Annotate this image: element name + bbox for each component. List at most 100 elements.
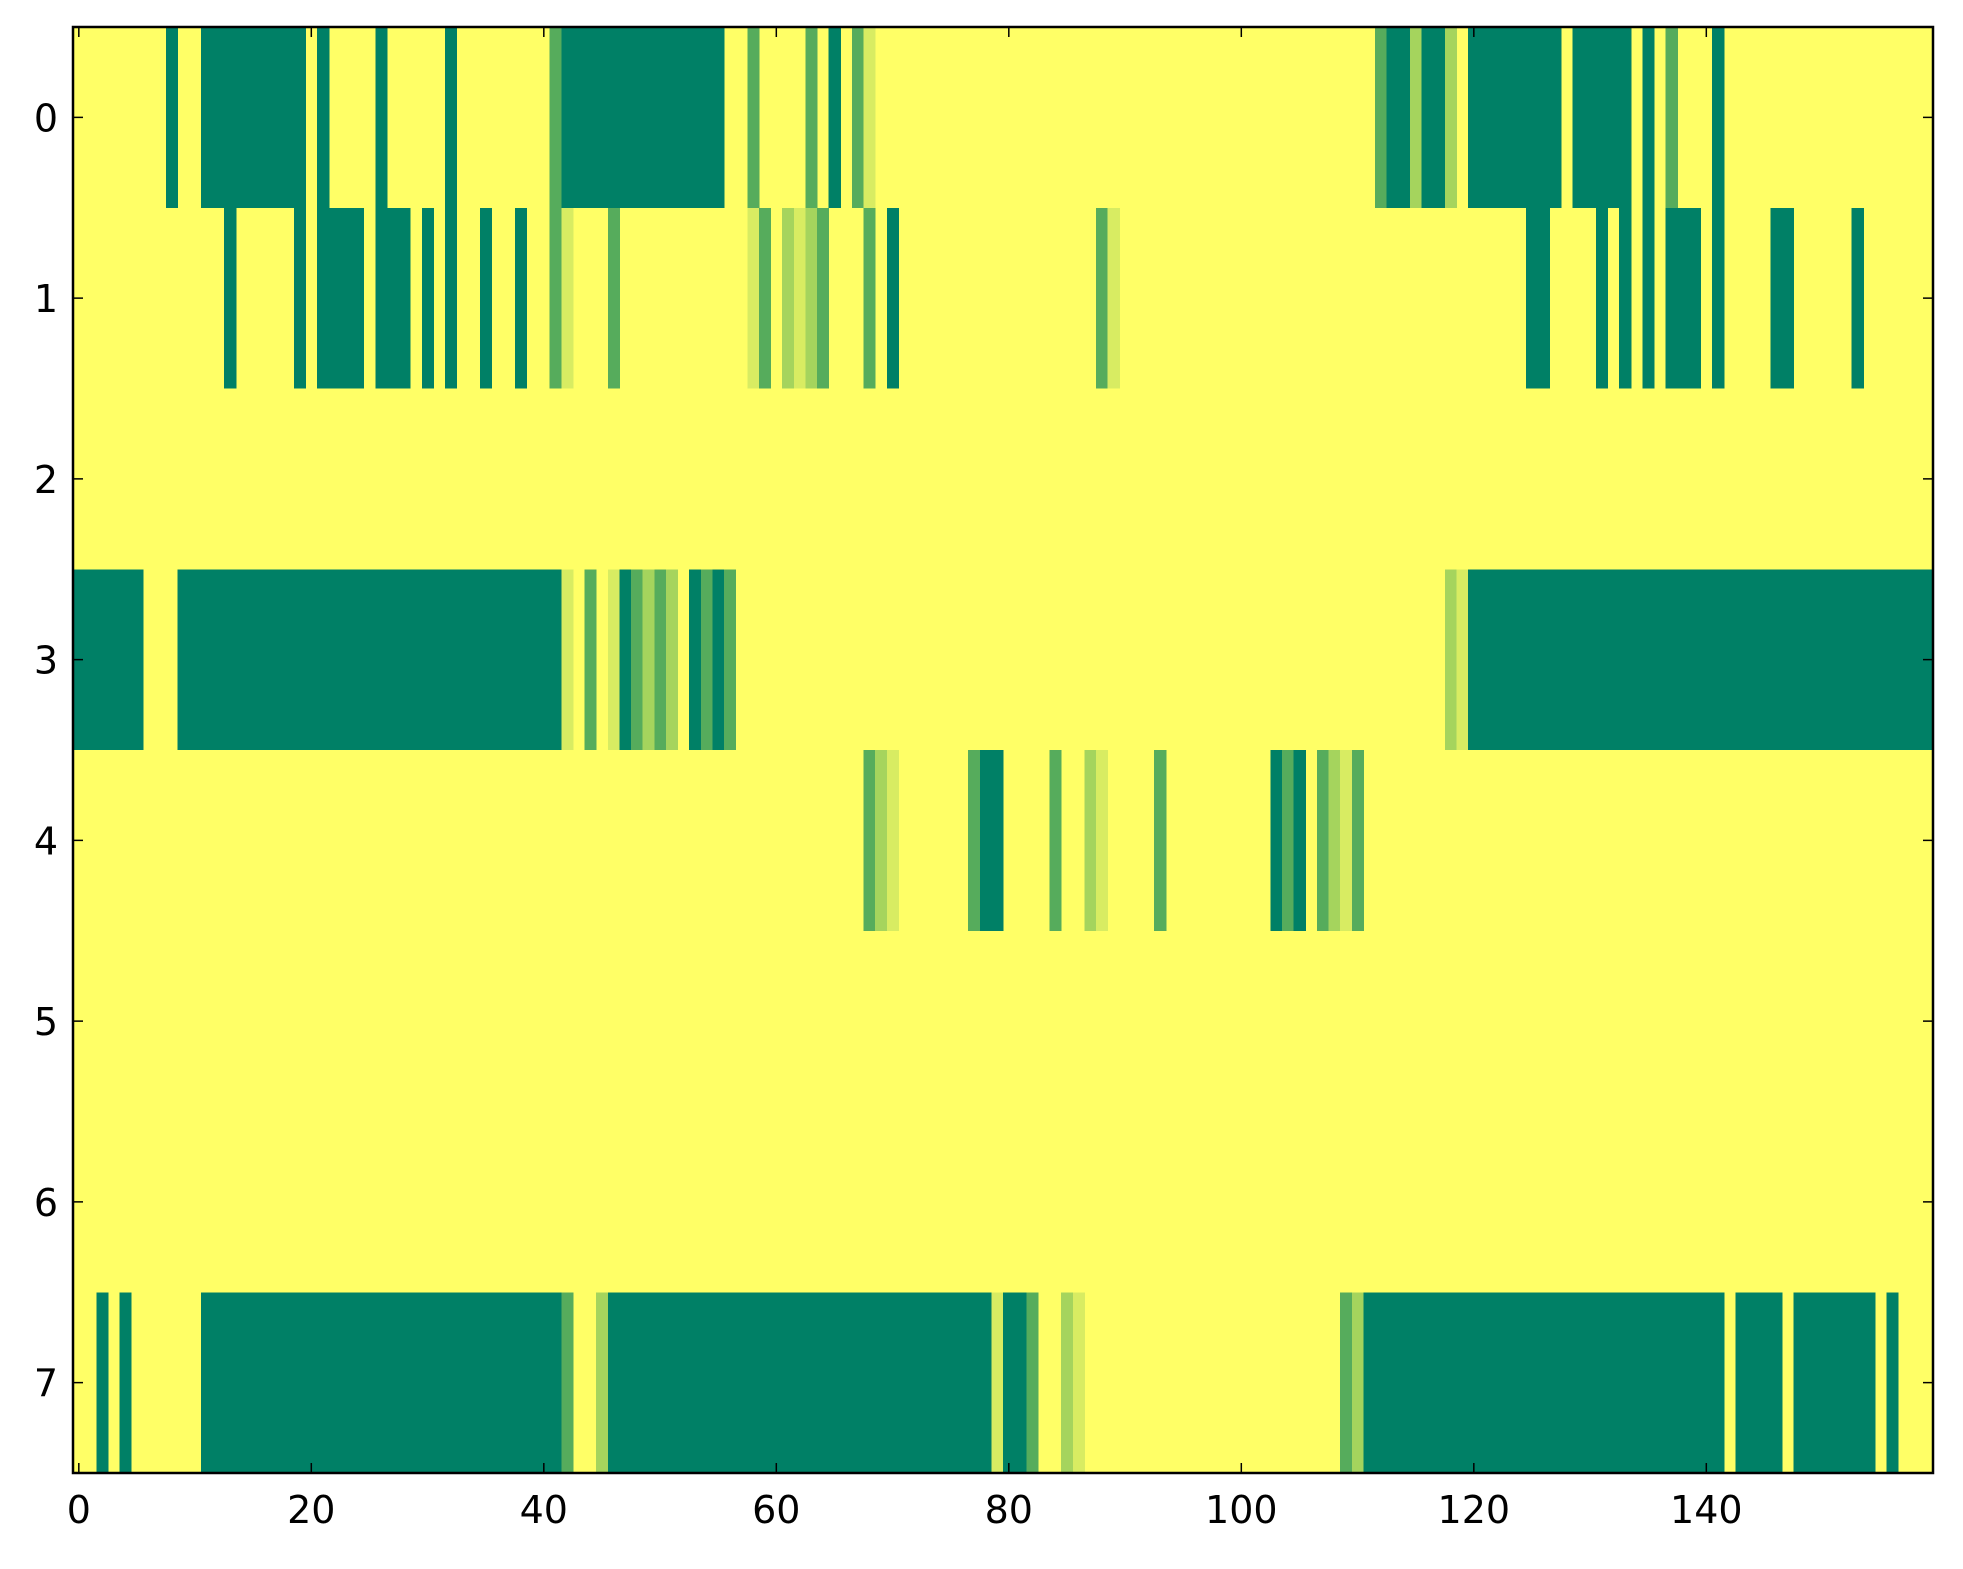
- heatmap-cell-row7-run8: [1026, 1292, 1039, 1473]
- heatmap-cell-row1-run15: [805, 207, 818, 389]
- heatmap-cell-row1-run14: [793, 207, 806, 389]
- heatmap-cell-row1-run12: [758, 207, 772, 389]
- heatmap-cell-row3-run14: [1444, 569, 1457, 750]
- heatmap-cell-row4-run11: [1293, 750, 1306, 931]
- x-tick-label-120: 120: [1438, 1488, 1511, 1532]
- heatmap-cell-row1-run6: [479, 207, 493, 389]
- heatmap-cell-row4-run10: [1282, 750, 1295, 931]
- plot-frame: [71, 25, 1935, 1475]
- heatmap-cell-row1-run19: [1096, 207, 1109, 389]
- heatmap-cell-row3-run13: [724, 569, 737, 750]
- heatmap-cell-row7-run10: [1072, 1292, 1085, 1473]
- heatmap-cell-row4-run1: [875, 750, 888, 931]
- y-tick-label-0: 0: [34, 96, 58, 140]
- heatmap-cell-row4-run13: [1328, 750, 1341, 931]
- x-tick-label-80: 80: [985, 1488, 1033, 1532]
- heatmap-cell-row0-run3: [375, 27, 388, 208]
- heatmap-cell-row7-run14: [1735, 1292, 1783, 1473]
- x-tick-label-40: 40: [520, 1488, 568, 1532]
- y-tick-label-2: 2: [34, 458, 58, 502]
- heatmap-cell-row1-run16: [817, 207, 830, 389]
- heatmap-cell-row0-run4: [445, 27, 458, 208]
- heatmap-cell-row7-run0: [96, 1292, 109, 1473]
- heatmap-cell-row1-run17: [863, 207, 876, 389]
- heatmap-cell-row7-run6: [991, 1292, 1004, 1473]
- heatmap-cell-row3-run2: [561, 569, 574, 750]
- heatmap-cell-row1-run24: [1642, 207, 1655, 389]
- heatmap-cell-row0-run10: [851, 27, 865, 208]
- heatmap-cell-row0-run11: [863, 27, 876, 208]
- heatmap-cell-row3-run7: [642, 569, 655, 750]
- heatmap-cell-row1-run11: [747, 207, 760, 389]
- heatmap-cell-row3-run11: [700, 569, 713, 750]
- heatmap-cell-row4-run8: [1154, 750, 1167, 931]
- heatmap-cell-row0-run18: [1572, 27, 1632, 208]
- heatmap-cell-row4-run9: [1270, 750, 1283, 931]
- y-tick-label-3: 3: [34, 639, 58, 683]
- heatmap-cell-row4-run15: [1351, 750, 1364, 931]
- heatmap-cell-row7-run11: [1340, 1292, 1353, 1473]
- heatmap-cell-row4-run5: [1049, 750, 1062, 931]
- heatmap-cell-row1-run10: [607, 207, 620, 389]
- heatmap-cell-row0-run0: [166, 27, 179, 208]
- heatmap-cell-row3-run5: [619, 569, 632, 750]
- heatmap-cell-row1-run5: [445, 207, 458, 389]
- y-tick-label-1: 1: [34, 277, 58, 321]
- y-tick-labels: 0 1 2 3 4 5 6 7: [34, 96, 58, 1405]
- heatmap-cell-row0-run14: [1409, 27, 1423, 208]
- heatmap-cell-row0-run16: [1444, 27, 1457, 208]
- heatmap-cell-row1-run21: [1526, 207, 1550, 389]
- y-tick-label-6: 6: [34, 1181, 58, 1225]
- heatmap-cell-row7-run4: [596, 1292, 609, 1473]
- heatmap-cell-row1-run4: [421, 207, 434, 389]
- heatmap-cell-row1-run20: [1107, 207, 1120, 389]
- y-tick-label-5: 5: [34, 1000, 58, 1044]
- heatmap-cell-row7-run2: [200, 1292, 562, 1473]
- heatmap-cell-row0-run6: [561, 27, 725, 208]
- heatmap-cell-row3-run8: [654, 569, 667, 750]
- heatmap-cell-row1-run9: [561, 207, 574, 389]
- heatmap-cell-row7-run5: [607, 1292, 992, 1473]
- heatmap-cell-row4-run7: [1096, 750, 1109, 931]
- x-tick-label-0: 0: [67, 1488, 91, 1532]
- heatmap-cell-row1-run18: [886, 207, 899, 389]
- heatmap-cell-row3-run1: [177, 569, 562, 750]
- heatmap-cells: [73, 27, 1934, 1473]
- heatmap-cell-row1-run0: [224, 207, 237, 389]
- heatmap-cell-row3-run10: [689, 569, 702, 750]
- heatmap-cell-row7-run16: [1886, 1292, 1899, 1473]
- x-tick-label-100: 100: [1205, 1488, 1278, 1532]
- heatmap-cell-row0-run13: [1386, 27, 1411, 208]
- heatmap-cell-row1-run26: [1712, 207, 1725, 389]
- heatmap-cell-row1-run27: [1770, 207, 1795, 389]
- heatmap-cell-row4-run3: [968, 750, 981, 931]
- heatmap-cell-row3-run16: [1468, 569, 1934, 750]
- heatmap-cell-row3-run9: [665, 569, 679, 750]
- heatmap-cell-row1-run23: [1619, 207, 1632, 389]
- heatmap-cell-row1-run13: [782, 207, 795, 389]
- heatmap-cell-row7-run9: [1061, 1292, 1074, 1473]
- y-tick-label-4: 4: [34, 819, 58, 863]
- heatmap-cell-row4-run12: [1316, 750, 1330, 931]
- heatmap-cell-row1-run28: [1851, 207, 1864, 389]
- heatmap-cell-row7-run3: [561, 1292, 574, 1473]
- heatmap-cell-row1-run25: [1665, 207, 1702, 389]
- heatmap-cell-row4-run4: [979, 750, 1004, 931]
- x-tick-label-140: 140: [1670, 1488, 1743, 1532]
- heatmap-cell-row4-run0: [863, 750, 876, 931]
- heatmap-cell-row0-run17: [1468, 27, 1562, 208]
- heatmap-cell-row3-run12: [712, 569, 725, 750]
- heatmap-cell-row7-run13: [1363, 1292, 1725, 1473]
- x-tick-labels: 0 20 40 60 80 100 120 140: [67, 1488, 1743, 1532]
- heatmap-cell-row7-run12: [1351, 1292, 1364, 1473]
- heatmap-cell-row1-run7: [514, 207, 527, 389]
- heatmap-cell-row1-run2: [317, 207, 365, 389]
- heatmap-cell-row3-run3: [584, 569, 597, 750]
- heatmap-cell-row3-run0: [73, 569, 144, 750]
- heatmap-cell-row0-run1: [200, 27, 307, 208]
- heatmap-cell-row0-run12: [1375, 27, 1388, 208]
- heatmap-cell-row0-run15: [1421, 27, 1446, 208]
- heatmap-cell-row0-run9: [828, 27, 841, 208]
